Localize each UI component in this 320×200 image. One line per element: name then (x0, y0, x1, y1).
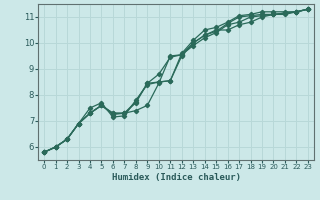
X-axis label: Humidex (Indice chaleur): Humidex (Indice chaleur) (111, 173, 241, 182)
